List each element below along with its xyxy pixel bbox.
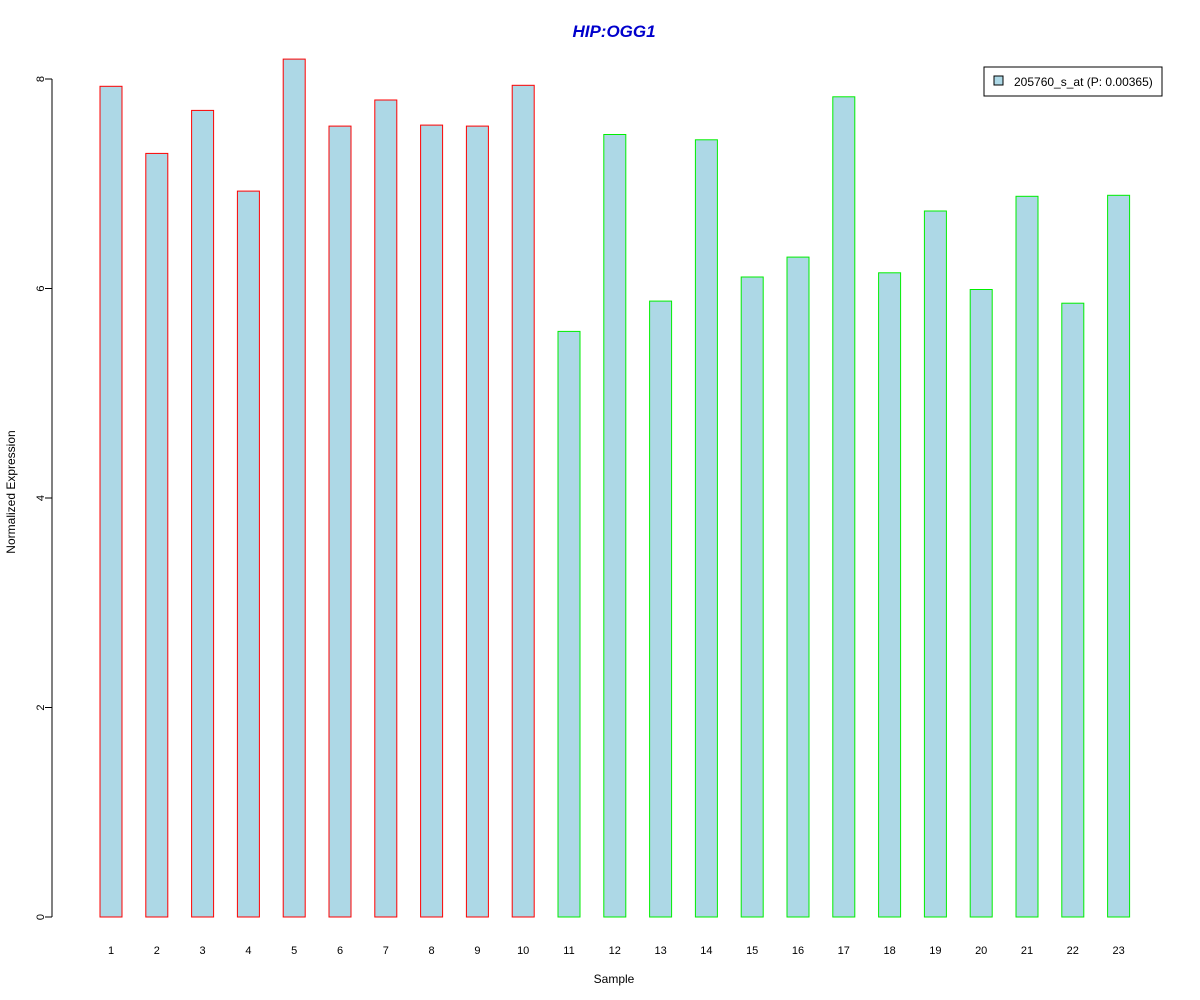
bar-sample-2	[145, 152, 169, 918]
x-tick-label: 22	[1067, 945, 1079, 957]
bar-sample-6	[328, 125, 352, 918]
y-tick-label: 6	[35, 285, 47, 291]
bar-sample-14	[694, 139, 718, 918]
x-tick-label: 8	[429, 945, 435, 957]
x-tick-label: 1	[108, 945, 114, 957]
legend-swatch	[993, 75, 1004, 86]
legend: 205760_s_at (P: 0.00365)	[983, 66, 1163, 97]
bar-sample-22	[1061, 302, 1085, 918]
x-tick-label: 10	[517, 945, 529, 957]
x-tick-label: 7	[383, 945, 389, 957]
x-tick-label: 4	[245, 945, 251, 957]
bar-sample-16	[786, 256, 810, 918]
y-tick-label: 4	[35, 495, 47, 501]
bar-sample-3	[191, 109, 215, 918]
x-axis-label: Sample	[594, 972, 635, 986]
x-tick-label: 11	[563, 945, 574, 957]
x-tick-label: 13	[654, 945, 666, 957]
y-axis: 0 2 4 6 8	[35, 76, 53, 920]
y-tick-label: 8	[35, 76, 47, 82]
bar-sample-7	[374, 99, 398, 918]
bar-sample-1	[99, 85, 123, 918]
bar-sample-15	[740, 276, 764, 918]
bar-sample-18	[878, 272, 902, 918]
bar-sample-12	[603, 134, 627, 918]
legend-label: 205760_s_at (P: 0.00365)	[1014, 75, 1153, 89]
y-axis-label: Normalized Expression	[4, 430, 18, 553]
bar-sample-4	[236, 190, 260, 918]
x-tick-label: 19	[929, 945, 941, 957]
x-tick-label: 15	[746, 945, 758, 957]
x-tick-label: 16	[792, 945, 804, 957]
bar-sample-21	[1015, 195, 1039, 918]
x-tick-label: 2	[154, 945, 160, 957]
x-tick-label: 3	[200, 945, 206, 957]
chart-title: HIP:OGG1	[572, 22, 655, 41]
bar-sample-13	[649, 300, 673, 918]
x-tick-label: 9	[474, 945, 480, 957]
bar-sample-5	[282, 58, 306, 918]
x-tick-label: 14	[700, 945, 712, 957]
x-tick-label: 6	[337, 945, 343, 957]
bar-sample-9	[465, 125, 489, 918]
legend-box	[983, 66, 1163, 97]
x-tick-label: 5	[291, 945, 297, 957]
bar-sample-23	[1107, 194, 1131, 918]
x-tick-label: 18	[883, 945, 895, 957]
y-tick-label: 0	[35, 914, 47, 920]
x-tick-labels: 1 2 3 4 5 6 7 8 9 10 11 12 13 14 15 16 17 18 19 20 21 22 23	[108, 945, 1125, 957]
x-tick-label: 23	[1112, 945, 1124, 957]
bars	[99, 58, 1131, 918]
bar-sample-20	[969, 289, 993, 918]
bar-sample-10	[511, 84, 535, 918]
x-tick-label: 17	[838, 945, 850, 957]
bar-sample-19	[923, 210, 947, 918]
x-tick-label: 20	[975, 945, 987, 957]
y-tick-label: 2	[35, 704, 47, 710]
bar-sample-17	[832, 96, 856, 918]
x-tick-label: 12	[609, 945, 621, 957]
bar-sample-8	[420, 124, 444, 918]
bar-sample-11	[557, 330, 581, 918]
x-tick-label: 21	[1021, 945, 1033, 957]
